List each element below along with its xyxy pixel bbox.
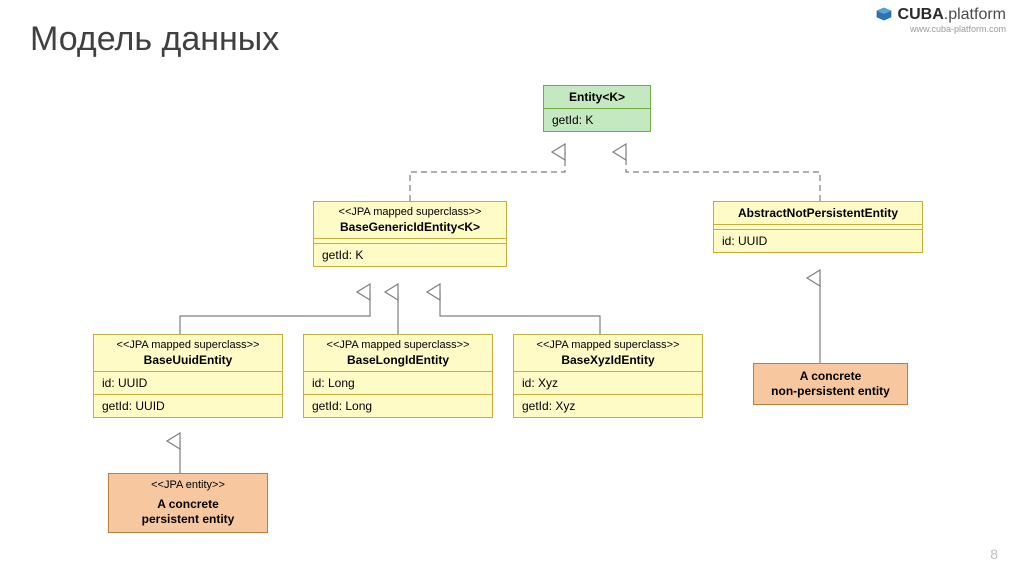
page-number: 8 xyxy=(990,546,998,562)
uml-class-entity: Entity<K>getId: K xyxy=(543,85,651,132)
logo: CUBA.platform www.cuba-platform.com xyxy=(875,6,1006,34)
logo-url: www.cuba-platform.com xyxy=(875,24,1006,34)
uml-class-absnp: AbstractNotPersistentEntityid: UUID xyxy=(713,201,923,253)
uml-class-xyzid: <<JPA mapped superclass>>BaseXyzIdEntity… xyxy=(513,334,703,418)
uml-class-basegen: <<JPA mapped superclass>>BaseGenericIdEn… xyxy=(313,201,507,267)
uml-class-concnp: A concretenon-persistent entity xyxy=(753,363,908,405)
uml-class-uuid: <<JPA mapped superclass>>BaseUuidEntityi… xyxy=(93,334,283,418)
uml-class-longid: <<JPA mapped superclass>>BaseLongIdEntit… xyxy=(303,334,493,418)
page-title: Модель данных xyxy=(30,20,279,59)
uml-class-concp: <<JPA entity>>A concretepersistent entit… xyxy=(108,473,268,533)
